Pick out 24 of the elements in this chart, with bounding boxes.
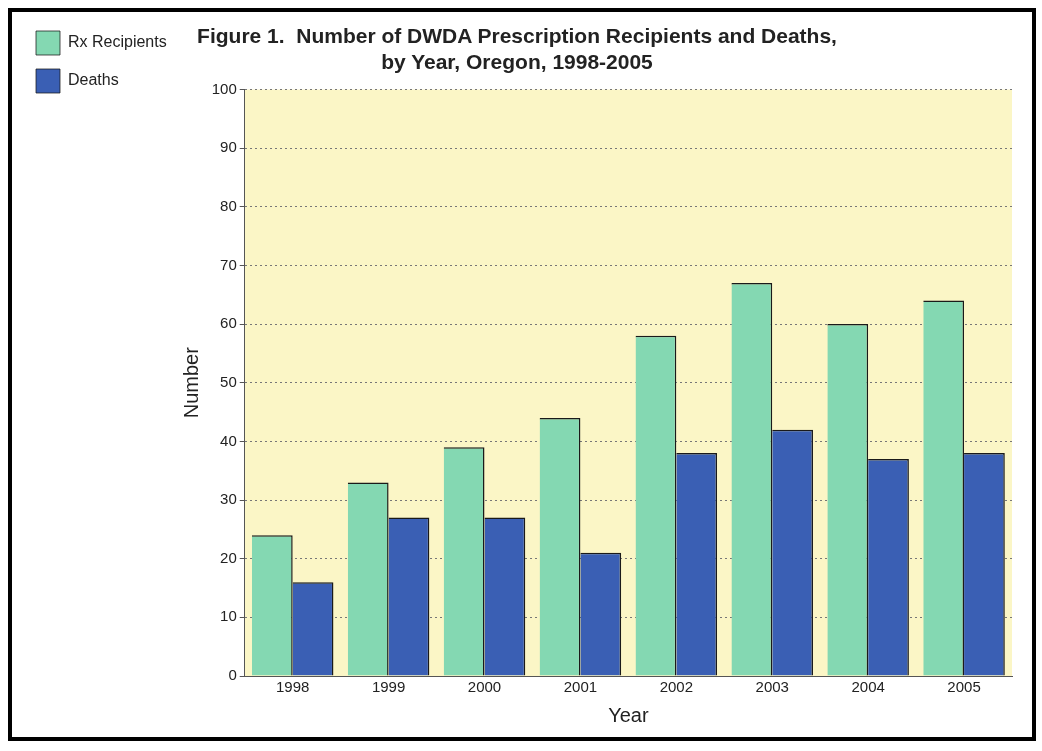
legend-label: Deaths xyxy=(68,71,119,89)
y-tick-label: 70 xyxy=(220,255,237,273)
x-tick-label: 2005 xyxy=(947,678,981,696)
chart-title: Figure 1. Number of DWDA Prescription Recipients and Deaths, by Year, Oregon, 1998-2005 xyxy=(197,24,837,73)
x-tick-label: 2001 xyxy=(563,678,598,696)
x-tick-label: 2002 xyxy=(659,678,694,696)
y-tick-label: 40 xyxy=(220,431,237,449)
y-tick-label: 0 xyxy=(228,666,237,684)
x-tick-label: 1998 xyxy=(276,678,310,696)
legend-label: Rx Recipients xyxy=(68,33,167,51)
y-tick-label: 50 xyxy=(220,372,237,390)
x-axis-title: Year xyxy=(608,703,649,726)
y-tick-label: 20 xyxy=(220,548,237,566)
x-tick-label: 2000 xyxy=(467,678,502,696)
y-tick-label: 60 xyxy=(220,314,237,332)
x-tick-label: 1999 xyxy=(371,678,406,696)
y-tick-label: 100 xyxy=(211,79,237,97)
x-tick-label: 2003 xyxy=(755,678,789,696)
y-tick-label: 90 xyxy=(220,138,237,156)
x-tick-label: 2004 xyxy=(851,678,885,696)
y-tick-label: 80 xyxy=(220,196,237,214)
y-tick-label: 10 xyxy=(220,607,237,625)
y-axis-title: Number xyxy=(180,346,203,419)
y-tick-label: 30 xyxy=(220,490,237,508)
